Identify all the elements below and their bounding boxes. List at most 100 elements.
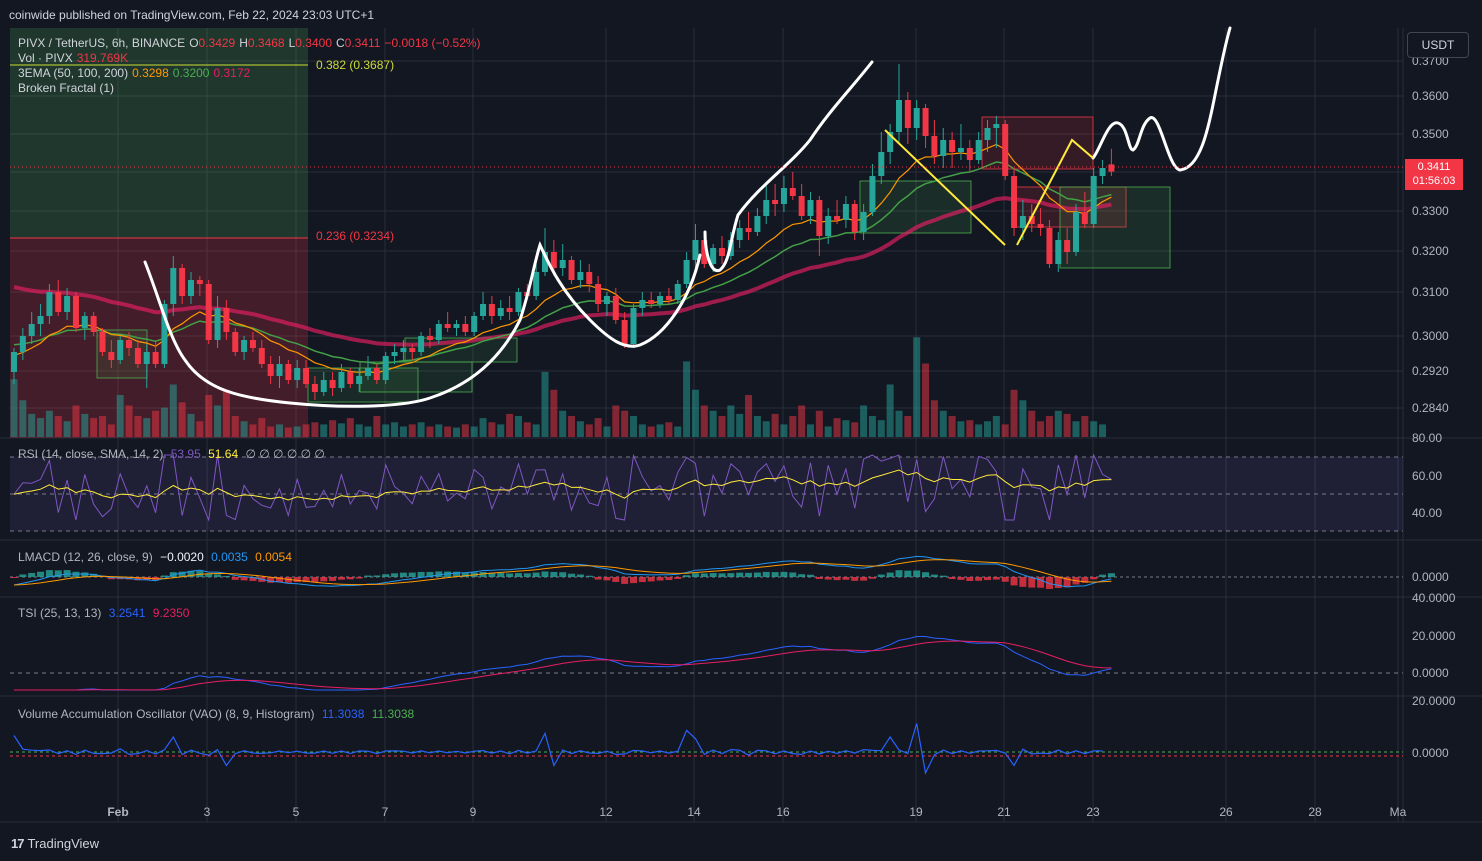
price-axis[interactable]: 0.37000.36000.35000.33000.32000.31000.30… [1412, 54, 1449, 415]
candle[interactable] [214, 296, 221, 348]
candle[interactable] [19, 328, 26, 360]
candle[interactable] [577, 260, 584, 288]
candle[interactable] [311, 376, 318, 400]
candle[interactable] [267, 356, 274, 384]
candle[interactable] [241, 336, 248, 360]
candle[interactable] [1011, 168, 1018, 236]
candle[interactable] [763, 184, 770, 224]
candle[interactable] [462, 316, 469, 336]
candle[interactable] [471, 312, 478, 336]
candle[interactable] [11, 348, 17, 384]
candle[interactable] [37, 304, 44, 336]
candle[interactable] [46, 284, 53, 324]
candle[interactable] [834, 200, 841, 224]
candle[interactable] [825, 208, 832, 244]
candle[interactable] [984, 120, 991, 152]
candle[interactable] [842, 196, 849, 228]
currency-button[interactable]: USDT [1407, 32, 1469, 58]
candle[interactable] [595, 276, 602, 312]
candle[interactable] [896, 64, 902, 144]
candle[interactable] [179, 264, 186, 304]
candle[interactable] [754, 208, 761, 236]
candle[interactable] [329, 372, 336, 396]
candle[interactable] [993, 116, 1000, 148]
candle[interactable] [382, 352, 389, 384]
candle[interactable] [940, 128, 947, 168]
candle[interactable] [488, 296, 495, 324]
candle[interactable] [719, 236, 725, 264]
candle[interactable] [28, 312, 35, 344]
candle[interactable] [126, 332, 133, 356]
candle[interactable] [639, 292, 646, 316]
candle[interactable] [1002, 120, 1009, 180]
candle[interactable] [338, 364, 345, 392]
candle[interactable] [913, 100, 920, 140]
candle[interactable] [515, 288, 522, 316]
candle[interactable] [143, 344, 150, 388]
candle[interactable] [347, 368, 354, 388]
candle[interactable] [108, 340, 115, 368]
candle[interactable] [807, 192, 814, 224]
candle[interactable] [356, 368, 363, 392]
candle[interactable] [258, 340, 265, 368]
candle[interactable] [683, 252, 690, 288]
candle[interactable] [630, 304, 637, 348]
candle[interactable] [1037, 208, 1044, 236]
candle[interactable] [657, 292, 664, 308]
candle[interactable] [692, 224, 699, 268]
candle[interactable] [99, 328, 106, 356]
candle[interactable] [480, 292, 487, 320]
candle[interactable] [789, 172, 796, 200]
candle[interactable] [205, 280, 212, 344]
candle[interactable] [816, 196, 823, 256]
candle[interactable] [391, 344, 398, 364]
candle[interactable] [161, 300, 168, 368]
candle[interactable] [1055, 232, 1062, 272]
candle[interactable] [887, 124, 894, 164]
candle[interactable] [1073, 204, 1079, 256]
candle[interactable] [55, 280, 62, 316]
time-axis[interactable]: Feb 3 5 7 9 12 14 16 19 21 23 26 28 Ma [107, 805, 1406, 819]
candle[interactable] [1081, 192, 1088, 228]
candle[interactable] [285, 360, 292, 384]
candle[interactable] [648, 292, 655, 308]
candle[interactable] [134, 340, 141, 368]
candle[interactable] [232, 328, 239, 356]
candle[interactable] [772, 184, 779, 216]
candle[interactable] [497, 300, 504, 320]
candle[interactable] [320, 372, 327, 396]
candle[interactable] [303, 360, 310, 388]
candle[interactable] [1090, 168, 1097, 228]
candle[interactable] [957, 124, 964, 160]
candle[interactable] [426, 328, 433, 348]
candle[interactable] [780, 176, 787, 212]
candle[interactable] [506, 296, 513, 320]
candle[interactable] [1046, 220, 1053, 268]
candle[interactable] [444, 312, 451, 332]
candle[interactable] [152, 340, 159, 368]
candle[interactable] [665, 288, 672, 304]
candle[interactable] [453, 320, 460, 336]
candle[interactable] [188, 272, 194, 304]
candle[interactable] [90, 312, 97, 336]
candle[interactable] [745, 212, 752, 240]
tradingview-brand[interactable]: 17 TradingView [11, 836, 99, 851]
candle[interactable] [586, 264, 593, 292]
candle[interactable] [294, 360, 301, 388]
candle[interactable] [276, 356, 283, 388]
candle[interactable] [931, 120, 938, 164]
candle[interactable] [949, 132, 956, 168]
candle[interactable] [904, 92, 911, 144]
candle[interactable] [409, 344, 416, 360]
candle[interactable] [542, 228, 548, 276]
candle[interactable] [922, 104, 929, 148]
candle[interactable] [736, 220, 743, 248]
candle[interactable] [612, 288, 619, 324]
candle[interactable] [798, 184, 805, 220]
candle[interactable] [81, 312, 88, 340]
candle[interactable] [851, 200, 858, 240]
candle[interactable] [1108, 148, 1115, 176]
candle[interactable] [365, 356, 371, 380]
candle[interactable] [72, 292, 79, 332]
